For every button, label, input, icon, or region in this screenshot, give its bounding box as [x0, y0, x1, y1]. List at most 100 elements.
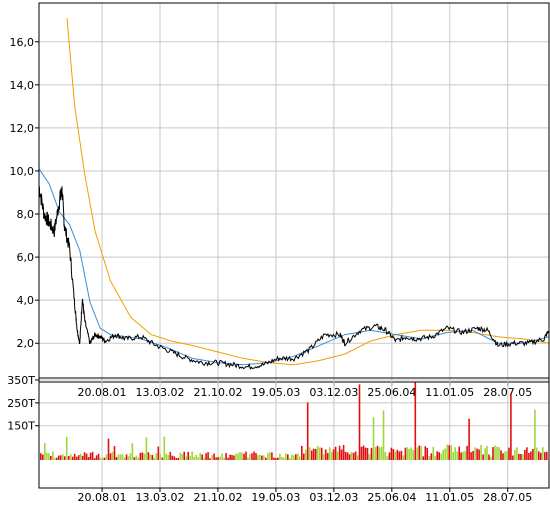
- volume-bar: [476, 448, 478, 460]
- price-y-tick-label-4: 10,0: [10, 165, 35, 178]
- volume-x-tick-label-1: 13.03.02: [136, 491, 185, 504]
- volume-bar: [169, 451, 172, 460]
- volume-bars: [40, 382, 548, 461]
- volume-bar: [59, 455, 62, 460]
- volume-bar: [540, 452, 542, 460]
- volume-bar: [279, 453, 281, 460]
- price-panel: 2,0 4,0 6,0 8,0 10,0 12,0 14,0 16,0 20.08.01 13.…: [10, 2, 550, 399]
- volume-bar: [285, 453, 287, 460]
- volume-bar: [544, 452, 546, 460]
- volume-bar: [227, 457, 229, 460]
- volume-bar: [201, 454, 203, 460]
- volume-bar: [185, 456, 187, 460]
- volume-bar: [63, 456, 66, 460]
- volume-bar: [408, 448, 411, 460]
- volume-bar: [506, 451, 508, 460]
- volume-bar: [107, 438, 110, 460]
- volume-bar: [191, 451, 193, 460]
- volume-bar: [69, 454, 72, 460]
- volume-bar: [394, 451, 397, 460]
- volume-bar: [147, 452, 150, 460]
- volume-bar: [356, 455, 359, 460]
- volume-bar: [402, 455, 405, 460]
- volume-bar: [269, 452, 271, 460]
- volume-bar: [336, 451, 339, 460]
- volume-bar: [440, 453, 442, 460]
- volume-bar: [422, 456, 425, 460]
- price-x-ticks: 20.08.01 13.03.02 21.10.02 19.05.03 03.12.03…: [78, 382, 532, 399]
- volume-bar: [52, 451, 54, 460]
- volume-bar: [125, 454, 128, 460]
- volume-bar: [510, 393, 512, 460]
- volume-bar: [486, 445, 488, 460]
- volume-bar: [151, 455, 154, 460]
- volume-bar: [75, 456, 78, 460]
- volume-bar: [189, 455, 191, 460]
- volume-bar: [273, 457, 275, 460]
- volume-bar: [320, 447, 323, 460]
- volume-bar: [87, 457, 90, 460]
- volume-bar: [65, 436, 68, 460]
- volume-bar: [119, 454, 122, 460]
- volume-bar: [454, 447, 456, 460]
- price-grid: [39, 3, 549, 382]
- volume-bar: [532, 449, 534, 460]
- volume-bar: [73, 453, 76, 460]
- volume-bar: [235, 453, 237, 460]
- volume-bar: [390, 447, 393, 460]
- volume-bar: [113, 446, 116, 460]
- volume-y-tick-label-2: 350T: [7, 374, 35, 387]
- volume-bar: [392, 449, 395, 460]
- volume-bar: [165, 453, 168, 460]
- volume-bar: [109, 453, 112, 460]
- volume-bar: [91, 451, 94, 460]
- volume-bar: [480, 445, 482, 460]
- volume-bar: [328, 447, 331, 460]
- volume-bar: [305, 449, 307, 460]
- price-plot-frame: [38, 2, 550, 383]
- volume-bar: [205, 453, 207, 460]
- volume-bar: [81, 455, 84, 460]
- volume-bar: [137, 457, 140, 460]
- volume-bar: [101, 457, 104, 460]
- volume-bar: [299, 456, 301, 460]
- volume-bar: [133, 457, 136, 460]
- volume-bar: [187, 451, 189, 460]
- volume-bar: [352, 452, 355, 460]
- price-y-tick-label-5: 12,0: [10, 122, 35, 135]
- volume-bar: [472, 451, 474, 460]
- volume-bar: [121, 454, 124, 460]
- volume-bar: [436, 451, 438, 460]
- volume-bar: [380, 446, 383, 460]
- volume-bar: [93, 458, 96, 460]
- volume-bar: [334, 446, 337, 460]
- volume-bar: [468, 418, 470, 460]
- volume-bar: [221, 453, 223, 460]
- volume-bar: [362, 445, 365, 460]
- volume-bar: [275, 458, 277, 460]
- price-y-tick-label-6: 14,0: [10, 79, 35, 92]
- volume-bar: [219, 456, 221, 460]
- volume-bar: [215, 457, 217, 460]
- volume-x-ticks: 20.08.01 13.03.02 21.10.02 19.05.03 03.12.03…: [78, 488, 532, 504]
- volume-bar: [418, 445, 421, 460]
- volume-bar: [450, 445, 452, 460]
- volume-bar: [332, 449, 335, 460]
- volume-bar: [179, 452, 182, 460]
- volume-bar: [85, 453, 88, 460]
- volume-bar: [67, 456, 70, 460]
- volume-bar: [287, 454, 289, 460]
- volume-bar: [442, 449, 444, 460]
- volume-bar: [181, 454, 183, 460]
- volume-bar: [297, 453, 299, 460]
- volume-bar: [229, 454, 231, 460]
- volume-bar: [312, 448, 315, 460]
- volume-bar: [410, 447, 413, 460]
- volume-bar: [281, 456, 283, 460]
- volume-bar: [139, 452, 142, 460]
- volume-bar: [135, 455, 138, 460]
- volume-bar: [173, 456, 176, 460]
- price-y-tick-label-1: 4,0: [17, 294, 35, 307]
- volume-bar: [340, 449, 343, 460]
- volume-bar: [255, 453, 257, 460]
